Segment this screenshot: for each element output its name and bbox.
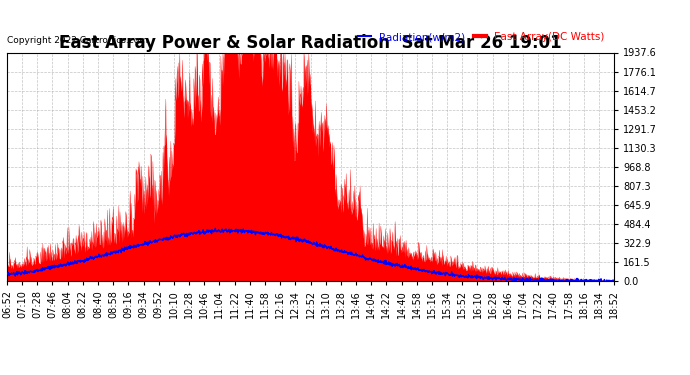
Text: Copyright 2022 Cartronics.com: Copyright 2022 Cartronics.com: [7, 36, 148, 45]
Legend: Radiation(w/m2), East Array(DC Watts): Radiation(w/m2), East Array(DC Watts): [354, 28, 609, 46]
Title: East Array Power & Solar Radiation  Sat Mar 26 19:01: East Array Power & Solar Radiation Sat M…: [59, 34, 562, 53]
